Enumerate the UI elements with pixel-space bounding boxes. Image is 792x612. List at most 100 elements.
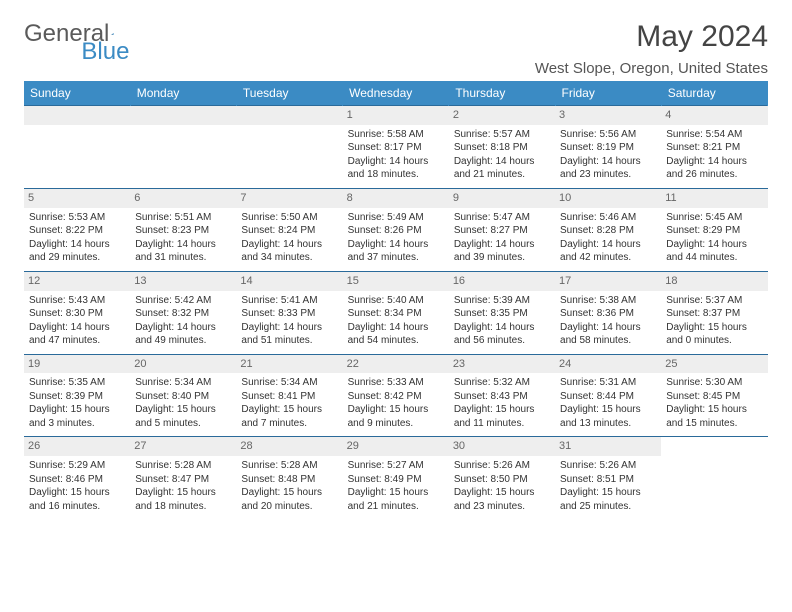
day-cell: 2Sunrise: 5:57 AMSunset: 8:18 PMDaylight… (449, 106, 555, 189)
sunrise-line: Sunrise: 5:38 AM (560, 294, 656, 308)
daylight-line: Daylight: 15 hours and 21 minutes. (348, 486, 444, 513)
day-cell (24, 106, 130, 189)
day-number: 8 (343, 189, 449, 208)
sunrise-line: Sunrise: 5:34 AM (241, 376, 337, 390)
sunset-line: Sunset: 8:22 PM (29, 224, 125, 238)
day-number: 11 (661, 189, 767, 208)
day-number: 16 (449, 272, 555, 291)
daylight-line: Daylight: 15 hours and 20 minutes. (241, 486, 337, 513)
sunset-line: Sunset: 8:26 PM (348, 224, 444, 238)
sunset-line: Sunset: 8:49 PM (348, 473, 444, 487)
daylight-line: Daylight: 15 hours and 25 minutes. (560, 486, 656, 513)
table-row: 12Sunrise: 5:43 AMSunset: 8:30 PMDayligh… (24, 271, 768, 354)
day-cell: 20Sunrise: 5:34 AMSunset: 8:40 PMDayligh… (130, 354, 236, 437)
day-cell: 25Sunrise: 5:30 AMSunset: 8:45 PMDayligh… (661, 354, 767, 437)
day-number: 23 (449, 355, 555, 374)
day-cell: 15Sunrise: 5:40 AMSunset: 8:34 PMDayligh… (343, 271, 449, 354)
day-number-empty (130, 106, 236, 125)
sunrise-line: Sunrise: 5:42 AM (135, 294, 231, 308)
sunset-line: Sunset: 8:17 PM (348, 141, 444, 155)
day-header: Tuesday (236, 81, 342, 106)
day-number: 9 (449, 189, 555, 208)
daylight-line: Daylight: 14 hours and 58 minutes. (560, 321, 656, 348)
daylight-line: Daylight: 14 hours and 26 minutes. (666, 155, 762, 182)
day-header: Wednesday (343, 81, 449, 106)
sunset-line: Sunset: 8:34 PM (348, 307, 444, 321)
day-header: Sunday (24, 81, 130, 106)
day-number: 2 (449, 106, 555, 125)
day-cell: 10Sunrise: 5:46 AMSunset: 8:28 PMDayligh… (555, 188, 661, 271)
day-number: 19 (24, 355, 130, 374)
sunset-line: Sunset: 8:39 PM (29, 390, 125, 404)
sunset-line: Sunset: 8:27 PM (454, 224, 550, 238)
daylight-line: Daylight: 14 hours and 44 minutes. (666, 238, 762, 265)
day-cell: 31Sunrise: 5:26 AMSunset: 8:51 PMDayligh… (555, 437, 661, 519)
logo: General Blue (24, 20, 187, 48)
daylight-line: Daylight: 15 hours and 3 minutes. (29, 403, 125, 430)
daylight-line: Daylight: 14 hours and 18 minutes. (348, 155, 444, 182)
sunrise-line: Sunrise: 5:26 AM (560, 459, 656, 473)
sunrise-line: Sunrise: 5:50 AM (241, 211, 337, 225)
day-cell: 30Sunrise: 5:26 AMSunset: 8:50 PMDayligh… (449, 437, 555, 519)
day-header: Friday (555, 81, 661, 106)
sunset-line: Sunset: 8:18 PM (454, 141, 550, 155)
day-cell: 27Sunrise: 5:28 AMSunset: 8:47 PMDayligh… (130, 437, 236, 519)
day-number: 25 (661, 355, 767, 374)
day-cell: 1 Sunrise: 5:58 AMSunset: 8:17 PMDaylight… (343, 106, 449, 189)
sunset-line: Sunset: 8:43 PM (454, 390, 550, 404)
day-cell: 17 Sunrise: 5:38 AMSunset: 8:36 PMDayligh… (555, 271, 661, 354)
sunset-line: Sunset: 8:47 PM (135, 473, 231, 487)
sunrise-line: Sunrise: 5:27 AM (348, 459, 444, 473)
day-cell: 21Sunrise: 5:34 AMSunset: 8:41 PMDayligh… (236, 354, 342, 437)
day-cell (236, 106, 342, 189)
day-cell: 9Sunrise: 5:47 AMSunset: 8:27 PMDaylight… (449, 188, 555, 271)
daylight-line: Daylight: 15 hours and 18 minutes. (135, 486, 231, 513)
sunrise-line: Sunrise: 5:28 AM (241, 459, 337, 473)
day-cell: 13Sunrise: 5:42 AMSunset: 8:32 PMDayligh… (130, 271, 236, 354)
daylight-line: Daylight: 14 hours and 34 minutes. (241, 238, 337, 265)
sunrise-line: Sunrise: 5:30 AM (666, 376, 762, 390)
sunset-line: Sunset: 8:36 PM (560, 307, 656, 321)
sunset-line: Sunset: 8:51 PM (560, 473, 656, 487)
day-number: 18 (661, 272, 767, 291)
day-number: 3 (555, 106, 661, 125)
day-number: 4 (661, 106, 767, 125)
day-number-empty (236, 106, 342, 125)
day-header: Thursday (449, 81, 555, 106)
day-cell: 29 Sunrise: 5:27 AMSunset: 8:49 PMDayligh… (343, 437, 449, 519)
sunrise-line: Sunrise: 5:49 AM (348, 211, 444, 225)
sunset-line: Sunset: 8:24 PM (241, 224, 337, 238)
sunset-line: Sunset: 8:42 PM (348, 390, 444, 404)
day-cell: 26Sunrise: 5:29 AMSunset: 8:46 PMDayligh… (24, 437, 130, 519)
day-cell: 3Sunrise: 5:56 AMSunset: 8:19 PMDaylight… (555, 106, 661, 189)
table-row: 26Sunrise: 5:29 AMSunset: 8:46 PMDayligh… (24, 437, 768, 519)
day-number: 20 (130, 355, 236, 374)
daylight-line: Daylight: 14 hours and 42 minutes. (560, 238, 656, 265)
day-cell: 23Sunrise: 5:32 AMSunset: 8:43 PMDayligh… (449, 354, 555, 437)
sunrise-line: Sunrise: 5:37 AM (666, 294, 762, 308)
sunrise-line: Sunrise: 5:39 AM (454, 294, 550, 308)
sunset-line: Sunset: 8:37 PM (666, 307, 762, 321)
sunrise-line: Sunrise: 5:57 AM (454, 128, 550, 142)
day-cell: 24Sunrise: 5:31 AMSunset: 8:44 PMDayligh… (555, 354, 661, 437)
daylight-line: Daylight: 14 hours and 56 minutes. (454, 321, 550, 348)
day-cell: 8Sunrise: 5:49 AMSunset: 8:26 PMDaylight… (343, 188, 449, 271)
daylight-line: Daylight: 14 hours and 29 minutes. (29, 238, 125, 265)
sunset-line: Sunset: 8:40 PM (135, 390, 231, 404)
sunset-line: Sunset: 8:21 PM (666, 141, 762, 155)
calendar-table: SundayMondayTuesdayWednesdayThursdayFrid… (24, 81, 768, 519)
day-number: 30 (449, 437, 555, 456)
daylight-line: Daylight: 14 hours and 23 minutes. (560, 155, 656, 182)
day-cell: 12Sunrise: 5:43 AMSunset: 8:30 PMDayligh… (24, 271, 130, 354)
calendar-head: SundayMondayTuesdayWednesdayThursdayFrid… (24, 81, 768, 106)
day-number: 29 (343, 437, 449, 456)
sunrise-line: Sunrise: 5:58 AM (348, 128, 444, 142)
sunset-line: Sunset: 8:41 PM (241, 390, 337, 404)
day-number: 17 (555, 272, 661, 291)
day-cell: 19Sunrise: 5:35 AMSunset: 8:39 PMDayligh… (24, 354, 130, 437)
day-cell: 6Sunrise: 5:51 AMSunset: 8:23 PMDaylight… (130, 188, 236, 271)
sunset-line: Sunset: 8:48 PM (241, 473, 337, 487)
day-number: 1 (343, 106, 449, 125)
day-number: 6 (130, 189, 236, 208)
day-header: Saturday (661, 81, 767, 106)
